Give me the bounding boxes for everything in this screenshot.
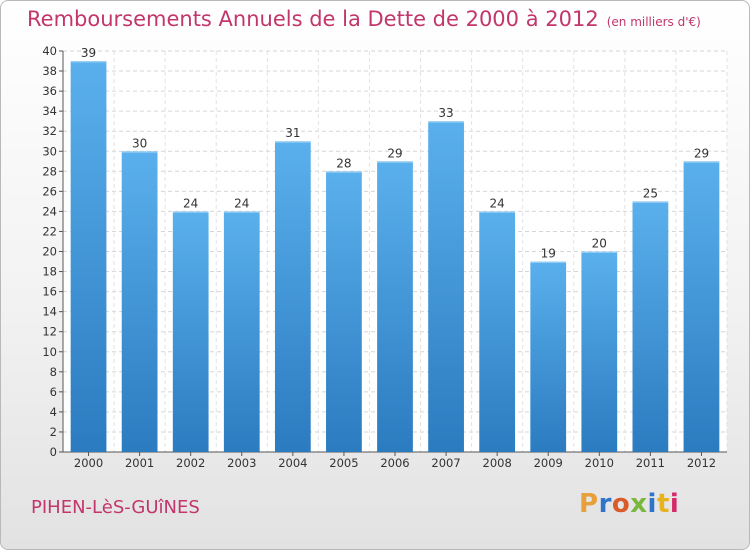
y-tick-label: 6: [50, 385, 57, 399]
y-tick-label: 40: [42, 44, 57, 58]
data-label-2010: 20: [592, 237, 607, 251]
y-tick-label: 4: [50, 405, 57, 419]
bar-2003: [223, 211, 260, 452]
data-label-2004: 31: [285, 126, 300, 140]
bar-highlight: [274, 141, 311, 143]
bar-2008: [479, 211, 516, 452]
y-tick-label: 16: [42, 285, 57, 299]
y-tick-label: 26: [42, 184, 57, 198]
x-tick-label: 2005: [329, 456, 358, 470]
y-tick-label: 8: [50, 365, 57, 379]
x-tick-label: 2002: [176, 456, 205, 470]
bar-highlight: [70, 61, 107, 63]
x-tick-label: 2008: [483, 456, 512, 470]
data-label-2009: 19: [541, 247, 556, 261]
bar-2007: [428, 121, 464, 453]
x-tick-label: 2001: [125, 456, 154, 470]
bar-highlight: [326, 171, 362, 173]
bar-highlight: [377, 161, 413, 163]
bar-highlight: [172, 211, 209, 213]
bar-highlight: [632, 201, 669, 203]
logo-letter: P: [579, 489, 599, 519]
y-tick-label: 34: [42, 104, 57, 118]
y-tick-label: 38: [42, 64, 57, 78]
logo-letter: o: [611, 489, 631, 519]
data-label-2006: 29: [387, 146, 402, 160]
logo-letter: t: [656, 489, 670, 519]
chart-subtitle: (en milliers d'€): [606, 15, 701, 29]
data-label-2011: 25: [643, 186, 658, 200]
y-tick-label: 12: [42, 325, 57, 339]
x-tick-label: 2000: [74, 456, 103, 470]
x-tick-label: 2009: [534, 456, 563, 470]
bar-highlight: [479, 211, 516, 213]
bar-2004: [274, 141, 311, 452]
bar-2006: [377, 161, 413, 452]
bar-highlight: [121, 151, 158, 153]
bar-highlight: [530, 261, 567, 264]
bar-2010: [581, 251, 618, 452]
bar-2002: [172, 211, 209, 452]
x-tick-label: 2010: [585, 456, 614, 470]
logo-letter: i: [669, 489, 680, 519]
chart-header: Remboursements Annuels de la Dette de 20…: [27, 7, 701, 31]
data-label-2001: 30: [132, 136, 147, 150]
y-tick-label: 28: [42, 164, 57, 178]
bar-2001: [121, 151, 158, 452]
data-label-2008: 24: [490, 196, 505, 210]
y-tick-label: 14: [42, 305, 57, 319]
y-tick-label: 24: [42, 204, 57, 218]
bar-2009: [530, 261, 567, 452]
bar-2011: [632, 201, 669, 452]
bar-2000: [70, 61, 107, 453]
y-tick-label: 18: [42, 265, 57, 279]
y-tick-label: 20: [42, 245, 57, 259]
logo-letter: r: [598, 489, 612, 519]
y-tick-label: 0: [50, 445, 57, 459]
chart-title: Remboursements Annuels de la Dette de 20…: [27, 7, 599, 31]
bars: [70, 61, 720, 453]
data-label-2005: 28: [336, 156, 351, 170]
data-label-2002: 24: [183, 196, 198, 210]
y-tick-label: 2: [50, 425, 57, 439]
x-tick-label: 2006: [380, 456, 409, 470]
y-tick-label: 22: [42, 224, 57, 238]
data-label-2012: 29: [694, 146, 709, 160]
bar-2005: [326, 171, 362, 453]
y-tick-label: 30: [42, 144, 57, 158]
data-labels: 39 30 24 24 31 28 29 33 24 19 20 25 29: [81, 46, 709, 261]
bar-highlight: [223, 211, 260, 213]
y-tick-label: 10: [42, 345, 57, 359]
logo-letter: i: [647, 489, 657, 519]
commune-name: PIHEN-LèS-GUîNES: [31, 497, 200, 518]
bar-highlight: [428, 121, 464, 123]
bar-highlight: [581, 251, 618, 253]
x-tick-label: 2011: [636, 456, 665, 470]
data-label-2000: 39: [81, 46, 96, 60]
proxiti-logo: Proxiti: [579, 489, 679, 519]
y-tick-label: 32: [42, 124, 57, 138]
bar-highlight: [683, 161, 720, 163]
y-tick-label: 36: [42, 84, 57, 98]
data-label-2003: 24: [234, 196, 249, 210]
bar-2012: [683, 161, 720, 452]
x-tick-label: 2004: [278, 456, 307, 470]
logo-letter: x: [630, 489, 648, 519]
x-tick-label: 2007: [431, 456, 460, 470]
data-label-2007: 33: [438, 106, 453, 120]
x-tick-label: 2003: [227, 456, 256, 470]
x-tick-label: 2012: [687, 456, 716, 470]
